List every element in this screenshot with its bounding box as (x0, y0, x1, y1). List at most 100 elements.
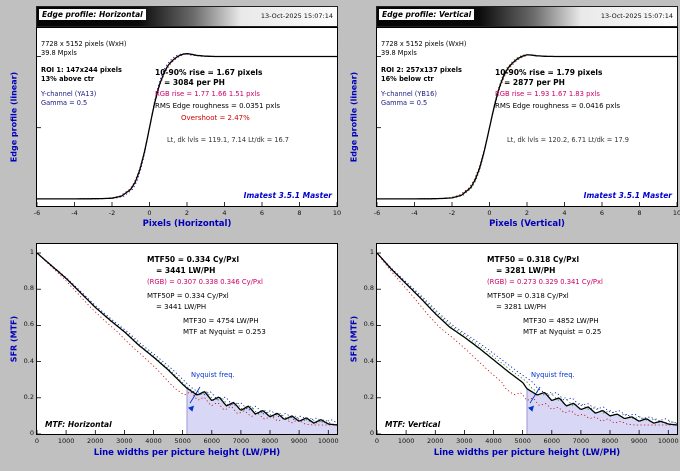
x-tick: 10 (672, 209, 680, 217)
y-tick: 0.8 (363, 284, 374, 293)
y-tick-labels: 0 0.2 0.4 0.6 0.8 1 (354, 243, 374, 437)
x-tick: 7000 (572, 437, 590, 445)
x-axis-label: Pixels (Horizontal) (142, 219, 232, 229)
roi-size: ROI 2: 257x137 pixels (381, 66, 462, 74)
x-tick: 9000 (290, 437, 308, 445)
x-tick: 5000 (514, 437, 531, 445)
image-size: 7728 x 5152 pixels (WxH) (381, 40, 467, 48)
x-tick-labels: -6 -4 -2 0 2 4 6 8 10 (373, 209, 680, 218)
timestamp: 13-Oct-2025 15:07:14 (260, 12, 333, 20)
edge-stats-block: 10-90% rise = 1.67 pixels = 3084 per PH … (155, 68, 280, 123)
x-tick: 8000 (261, 437, 279, 445)
image-info-block: 7728 x 5152 pixels (WxH) 39.8 Mpxls ROI … (381, 40, 466, 108)
channel: Y-channel (YA13) (41, 90, 97, 98)
roi-position: 13% above ctr (41, 75, 95, 83)
image-megapixels: 39.8 Mpxls (41, 49, 77, 57)
mtf-stats-block: MTF50 = 0.318 Cy/Pxl = 3281 LW/PH (RGB) … (487, 254, 603, 338)
y-tick: 0 (29, 429, 34, 437)
x-axis-label: Line widths per picture height (LW/PH) (433, 448, 621, 458)
edge-stats-block: 10-90% rise = 1.79 pixels = 2877 per PH … (495, 68, 620, 111)
mtf-at-nyquist: MTF at Nyquist = 0.25 (523, 328, 602, 336)
x-tick: 8000 (601, 437, 619, 445)
mtf-stats-block: MTF50 = 0.334 Cy/Pxl = 3441 LW/PH (RGB) … (147, 254, 266, 338)
image-info-block: 7728 x 5152 pixels (WxH) 39.8 Mpxls ROI … (41, 40, 126, 108)
mtf-at-nyquist: MTF at Nyquist = 0.253 (183, 328, 266, 336)
x-tick: 9000 (630, 437, 648, 445)
x-tick-labels: -6 -4 -2 0 2 4 6 8 10 (33, 209, 341, 218)
roi-size: ROI 1: 147x244 pixels (41, 66, 122, 74)
channel: Y-channel (YB16) (381, 90, 437, 98)
mtf50-rgb: (RGB) = 0.273 0.329 0.341 Cy/Pxl (487, 278, 603, 286)
x-tick: 4000 (485, 437, 502, 445)
x-tick: -2 (108, 209, 116, 217)
rise-per-ph: = 3084 per PH (164, 78, 225, 87)
panel-title: Edge profile: Horizontal (39, 9, 146, 20)
channel-info: Y-channel (YB16) Gamma = 0.5 (381, 90, 466, 108)
x-tick: 1000 (397, 437, 415, 445)
mtf-plot-vertical: MTF50 = 0.318 Cy/Pxl = 3281 LW/PH (RGB) … (376, 243, 678, 435)
timestamp: 13-Oct-2025 15:07:14 (600, 12, 673, 20)
rise-value: 10-90% rise = 1.67 pixels (155, 68, 263, 77)
rgb-rise: RGB rise = 1.77 1.66 1.51 pxls (155, 90, 260, 98)
x-tick: 8 (637, 209, 642, 217)
x-tick: 0 (34, 437, 40, 445)
mtf-curve-vertical (377, 252, 677, 434)
x-tick: 0 (487, 209, 492, 217)
x-tick: -4 (411, 209, 418, 217)
x-tick: 8 (297, 209, 302, 217)
roi-info: ROI 1: 147x244 pixels 13% above ctr (41, 66, 126, 84)
imatest-brand: Imatest 3.5.1 Master (583, 191, 672, 200)
y-tick-labels: 0 0.2 0.4 0.6 0.8 1 (14, 243, 34, 437)
edge-plot-horizontal: 7728 x 5152 pixels (WxH) 39.8 Mpxls ROI … (36, 27, 338, 207)
x-axis-label: Line widths per picture height (LW/PH) (93, 448, 281, 458)
mtf50p-value: MTF50P = 0.318 Cy/Pxl (487, 292, 569, 300)
plot-corner-label: MTF: Horizontal (45, 420, 112, 429)
y-tick: 0 (369, 429, 374, 437)
x-tick-labels: 0 1000 2000 3000 4000 5000 6000 7000 8000 9000 100… (34, 437, 339, 446)
x-tick: 6 (259, 209, 265, 217)
y-tick: 0.2 (23, 392, 34, 401)
panel-mtf-vertical: SFR (MTF) 0 0.2 0.4 0.6 0.8 1 MTF50 = 0.318 C… (340, 232, 680, 471)
mtf30-value: MTF30 = 4754 LW/PH (183, 317, 259, 325)
x-tick: 6000 (543, 437, 561, 445)
light-dark-levels: Lt, dk lvls = 120.2, 6.71 Lt/dk = 17.9 (507, 136, 629, 144)
x-tick: 0 (374, 437, 380, 445)
y-tick: 1 (29, 248, 34, 257)
x-tick: -6 (373, 209, 381, 217)
x-tick: 3000 (116, 437, 133, 445)
x-tick: 0 (147, 209, 152, 217)
x-tick: 1000 (57, 437, 75, 445)
x-tick: -2 (448, 209, 456, 217)
x-tick: 2000 (86, 437, 104, 445)
x-tick: 2 (524, 209, 530, 217)
edge-plot-vertical: 7728 x 5152 pixels (WxH) 39.8 Mpxls ROI … (376, 27, 678, 207)
panel-title: Edge profile: Vertical (379, 9, 475, 20)
panel-edge-profile-horizontal: Edge profile (linear) Edge profile: Hori… (0, 0, 341, 232)
mtf50p-value: MTF50P = 0.334 Cy/Pxl (147, 292, 229, 300)
panel-mtf-horizontal: SFR (MTF) 0 0.2 0.4 0.6 0.8 1 MTF50 = 0.334 C… (0, 232, 340, 471)
x-tick: 3000 (456, 437, 473, 445)
plot-corner-label: MTF: Vertical (385, 420, 441, 429)
y-axis-label: Edge profile (linear) (349, 71, 359, 163)
mtf50-rgb: (RGB) = 0.307 0.338 0.346 Cy/Pxl (147, 278, 263, 286)
rms-roughness: RMS Edge roughness = 0.0351 pxls (155, 102, 280, 110)
x-tick: 10000 (657, 437, 679, 445)
edge-profile-curve-horizontal (37, 52, 337, 206)
light-dark-levels: Lt, dk lvls = 119.1, 7.14 Lt/dk = 16.7 (167, 136, 289, 144)
x-tick: 6000 (203, 437, 221, 445)
roi-position: 16% below ctr (381, 75, 434, 83)
overshoot-value: Overshoot = 2.47% (181, 114, 250, 122)
channel-info: Y-channel (YA13) Gamma = 0.5 (41, 90, 126, 108)
gamma: Gamma = 0.5 (381, 99, 428, 107)
x-tick: 6 (599, 209, 605, 217)
y-tick: 0.4 (363, 356, 374, 365)
mtf50-value: MTF50 = 0.318 Cy/Pxl (487, 255, 580, 264)
x-tick: 10000 (317, 437, 339, 445)
x-tick: 2 (184, 209, 190, 217)
x-tick: -6 (33, 209, 41, 217)
x-tick: 4 (222, 209, 227, 217)
image-size: 7728 x 5152 pixels (WxH) (41, 40, 127, 48)
rise-per-ph: = 2877 per PH (504, 78, 565, 87)
x-tick: 7000 (232, 437, 250, 445)
